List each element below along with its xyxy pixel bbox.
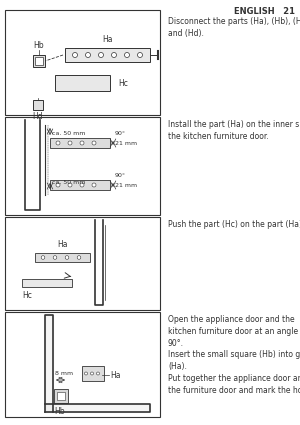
Circle shape (91, 372, 94, 375)
Text: Ha: Ha (102, 35, 113, 44)
Text: 90°: 90° (115, 130, 126, 136)
Circle shape (124, 53, 130, 57)
Text: 90°: 90° (115, 173, 126, 178)
Text: Disconnect the parts (Ha), (Hb), (Hc)
and (Hd).: Disconnect the parts (Ha), (Hb), (Hc) an… (168, 17, 300, 38)
Circle shape (80, 183, 84, 187)
Text: Install the part (Ha) on the inner side of
the kitchen furniture door.: Install the part (Ha) on the inner side … (168, 120, 300, 141)
Text: ENGLISH   21: ENGLISH 21 (234, 7, 295, 16)
Bar (82, 366, 104, 381)
Circle shape (92, 141, 96, 145)
Text: Open the appliance door and the
kitchen furniture door at an angle of
90°.
Inser: Open the appliance door and the kitchen … (168, 315, 300, 395)
Text: Hb: Hb (34, 41, 44, 50)
Bar (57, 392, 65, 400)
Bar (54, 389, 68, 403)
Text: 21 mm: 21 mm (115, 182, 137, 187)
Circle shape (56, 183, 60, 187)
Bar (35, 253, 90, 262)
Bar (22, 279, 72, 287)
Text: Push the part (Hc) on the part (Ha).: Push the part (Hc) on the part (Ha). (168, 220, 300, 229)
Circle shape (92, 183, 96, 187)
Text: Hd: Hd (33, 112, 43, 121)
Circle shape (112, 53, 116, 57)
Bar (35, 57, 43, 65)
Text: Hc: Hc (118, 79, 128, 88)
Text: Ha: Ha (57, 240, 68, 249)
Circle shape (85, 53, 91, 57)
Circle shape (85, 372, 88, 375)
Text: ca. 50 mm: ca. 50 mm (52, 130, 86, 136)
Bar (33, 55, 45, 67)
Circle shape (65, 256, 69, 259)
Circle shape (53, 256, 57, 259)
Bar (50, 138, 110, 148)
Text: 8 mm: 8 mm (55, 371, 73, 376)
Circle shape (56, 141, 60, 145)
Circle shape (77, 256, 81, 259)
Circle shape (73, 53, 77, 57)
Bar (5, 312, 160, 417)
Text: Hc: Hc (22, 291, 32, 300)
Bar (55, 75, 110, 91)
Bar (5, 217, 160, 310)
Circle shape (80, 141, 84, 145)
Bar (5, 10, 160, 115)
Text: 21 mm: 21 mm (115, 141, 137, 145)
Bar (50, 180, 110, 190)
Bar (65, 48, 150, 62)
Circle shape (68, 183, 72, 187)
Text: Hb: Hb (55, 407, 65, 416)
Circle shape (68, 141, 72, 145)
Circle shape (98, 53, 104, 57)
Bar (33, 100, 43, 110)
Text: ca. 50 mm: ca. 50 mm (52, 179, 86, 184)
Circle shape (97, 372, 100, 375)
Text: Ha: Ha (110, 371, 121, 380)
Circle shape (137, 53, 142, 57)
Bar (5, 117, 160, 215)
Circle shape (41, 256, 45, 259)
